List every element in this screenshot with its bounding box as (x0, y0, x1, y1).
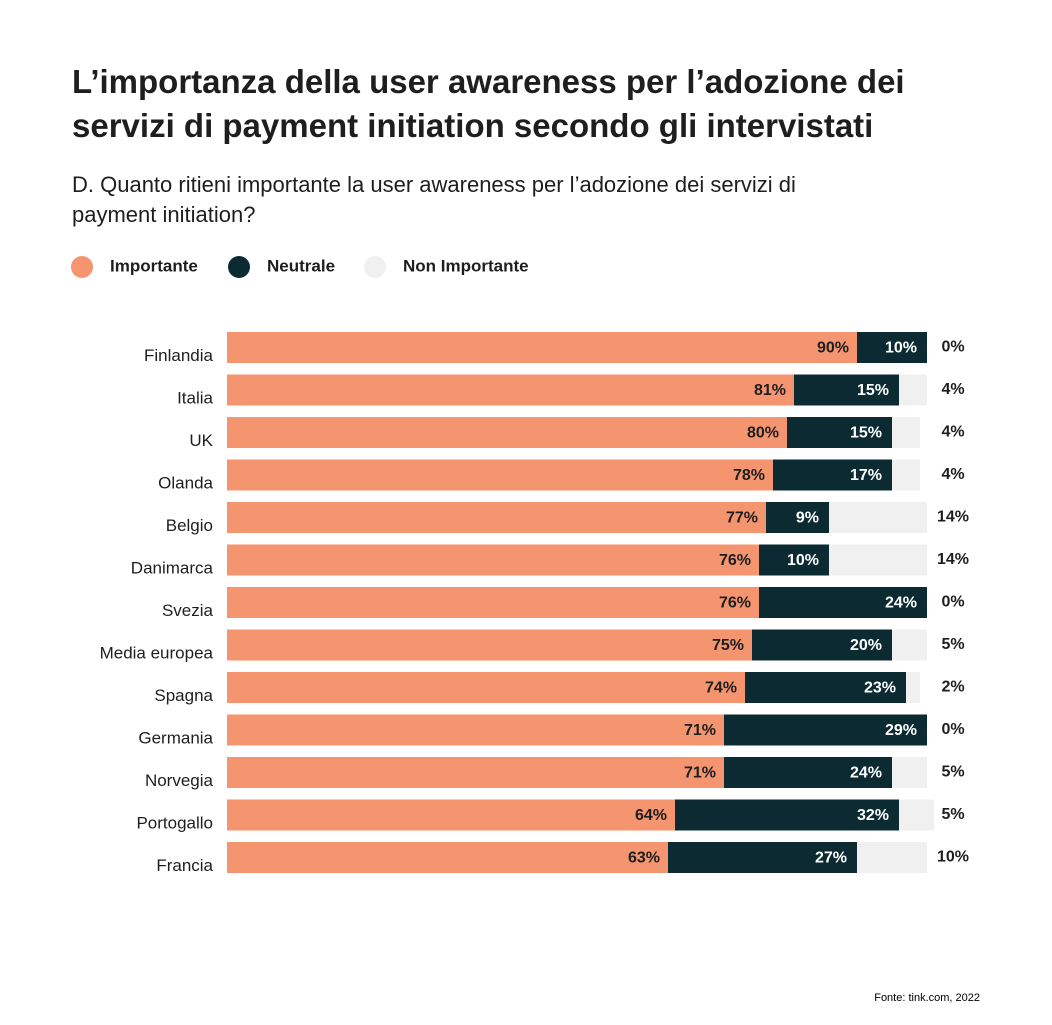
value-label: 27% (815, 850, 847, 867)
bar-segment (227, 587, 759, 618)
bar-segment (227, 629, 752, 661)
bar-segment (227, 459, 773, 491)
bar-segment (759, 544, 829, 576)
y-tick-label: Germania (138, 728, 213, 747)
value-label: 14% (937, 509, 969, 526)
y-tick-label: Portogallo (136, 813, 213, 832)
y-tick-label: Media europea (100, 643, 214, 662)
y-tick-label: Norvegia (145, 771, 214, 790)
value-label: 0% (941, 721, 964, 738)
bar-segment (857, 332, 927, 363)
bar-segment (745, 672, 906, 703)
value-label: 78% (733, 467, 765, 484)
value-label: 29% (885, 722, 917, 739)
bar-segment (227, 417, 787, 448)
value-label: 4% (941, 424, 964, 441)
value-label: 0% (941, 339, 964, 356)
bar-segment (829, 502, 927, 533)
bar-segment (227, 757, 724, 788)
value-label: 5% (941, 636, 964, 653)
value-label: 63% (628, 850, 660, 867)
value-label: 4% (941, 466, 964, 483)
y-tick-label: Italia (177, 388, 213, 407)
bar-segment (766, 502, 829, 533)
bar-segment (892, 417, 920, 448)
y-tick-label: Danimarca (131, 558, 214, 577)
bar-segment (892, 629, 927, 661)
legend-swatch (71, 256, 93, 278)
bar-segment (752, 629, 892, 661)
legend-label: Importante (110, 256, 198, 275)
bar-segment (906, 672, 920, 703)
chart-title: L’importanza della user awareness per l’… (72, 63, 905, 144)
value-label: 14% (937, 551, 969, 568)
bar-segment (759, 587, 927, 618)
value-label: 24% (850, 765, 882, 782)
bar-segment (668, 842, 857, 873)
bar-segment (227, 799, 675, 831)
value-label: 74% (705, 680, 737, 697)
bar-segment (892, 757, 927, 788)
value-label: 76% (719, 595, 751, 612)
value-label: 10% (787, 552, 819, 569)
bar-segment (227, 672, 745, 703)
value-label: 90% (817, 340, 849, 357)
legend-swatch (364, 256, 386, 278)
bar-segment (227, 374, 794, 406)
value-label: 15% (857, 382, 889, 399)
legend-label: Non Importante (403, 256, 529, 275)
value-label: 32% (857, 807, 889, 824)
value-label: 5% (941, 806, 964, 823)
bar-segment (724, 714, 927, 746)
bar-segment (773, 459, 892, 491)
bar-segment (787, 417, 892, 448)
y-tick-label: Francia (156, 856, 213, 875)
bar-segment (857, 842, 927, 873)
bar-segment (794, 374, 899, 406)
value-label: 23% (864, 680, 896, 697)
value-label: 17% (850, 467, 882, 484)
bar-segment (892, 459, 920, 491)
value-label: 15% (850, 425, 882, 442)
value-label: 76% (719, 552, 751, 569)
y-tick-label: Belgio (166, 516, 213, 535)
y-tick-label: Finlandia (144, 346, 214, 365)
value-label: 64% (635, 807, 667, 824)
bar-segment (227, 332, 857, 363)
chart-subtitle: D. Quanto ritieni importante la user awa… (72, 172, 796, 227)
y-tick-label: UK (189, 431, 213, 450)
value-label: 0% (941, 594, 964, 611)
value-label: 80% (747, 425, 779, 442)
y-tick-label: Spagna (154, 686, 213, 705)
value-label: 2% (941, 679, 964, 696)
value-label: 75% (712, 637, 744, 654)
y-tick-label: Olanda (158, 473, 213, 492)
value-label: 4% (941, 381, 964, 398)
value-label: 9% (796, 510, 819, 527)
bar-segment (227, 502, 766, 533)
value-label: 5% (941, 764, 964, 781)
legend-label: Neutrale (267, 256, 335, 275)
value-label: 71% (684, 765, 716, 782)
bar-segment (675, 799, 899, 831)
y-tick-label: Svezia (162, 601, 214, 620)
bar-segment (899, 374, 927, 406)
value-label: 24% (885, 595, 917, 612)
value-label: 10% (885, 340, 917, 357)
bar-segment (724, 757, 892, 788)
source: Fonte: tink.com, 2022 (874, 992, 980, 1004)
bar-segment (227, 544, 759, 576)
value-label: 10% (937, 849, 969, 866)
value-label: 77% (726, 510, 758, 527)
bar-segment (829, 544, 927, 576)
bar-segment (899, 799, 934, 831)
value-label: 20% (850, 637, 882, 654)
bar-segment (227, 842, 668, 873)
value-label: 71% (684, 722, 716, 739)
value-label: 81% (754, 382, 786, 399)
bar-segment (227, 714, 724, 746)
legend-swatch (228, 256, 250, 278)
